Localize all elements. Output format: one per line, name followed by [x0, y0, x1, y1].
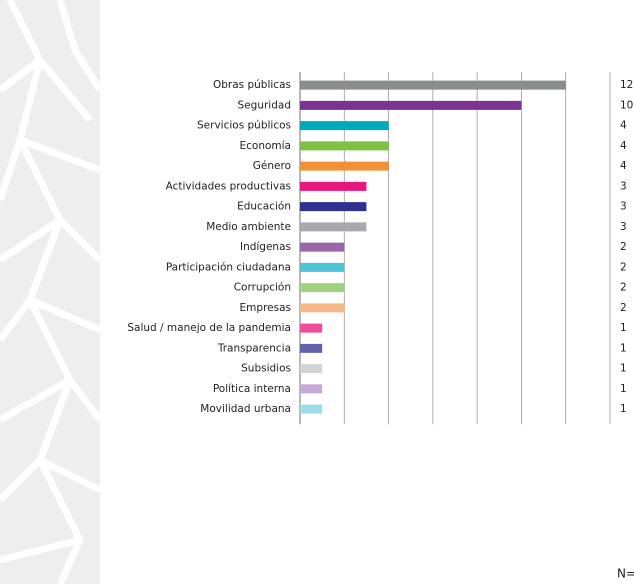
note: N=	[617, 567, 634, 581]
bar	[300, 222, 367, 232]
category-label: Participación ciudadana	[166, 261, 291, 273]
bar	[300, 384, 323, 394]
category-label: Economía	[240, 140, 292, 152]
value-label: 2	[620, 282, 627, 294]
category-label: Subsidios	[241, 363, 291, 375]
value-label: 12	[620, 79, 633, 91]
bar	[300, 141, 389, 151]
value-label: 4	[620, 160, 627, 172]
value-label: 2	[620, 261, 627, 273]
value-label: 3	[620, 180, 627, 192]
category-label: Política interna	[213, 383, 291, 395]
category-label: Género	[253, 160, 291, 172]
category-label: Transparencia	[217, 342, 291, 354]
value-label: 1	[620, 383, 627, 395]
bar	[300, 404, 323, 414]
category-label: Educación	[237, 201, 291, 213]
category-label: Actividades productivas	[166, 180, 291, 192]
bar	[300, 161, 389, 171]
value-label: 4	[620, 140, 627, 152]
category-label: Corrupción	[234, 282, 291, 294]
category-label: Seguridad	[238, 99, 291, 111]
bar	[300, 181, 367, 191]
value-label: 3	[620, 221, 627, 233]
category-label: Medio ambiente	[206, 221, 291, 233]
decorative-pattern	[0, 0, 103, 584]
category-label: Obras públicas	[213, 79, 291, 91]
value-label: 2	[620, 302, 627, 314]
bar	[300, 343, 323, 353]
bar	[300, 242, 345, 252]
category-label: Empresas	[240, 302, 291, 314]
value-label: 1	[620, 403, 627, 415]
bar	[300, 323, 323, 333]
category-label: Movilidad urbana	[200, 403, 291, 415]
category-label: Salud / manejo de la pandemia	[127, 322, 291, 334]
bar	[300, 100, 522, 110]
value-label: 1	[620, 363, 627, 375]
category-label: Indígenas	[240, 241, 291, 253]
value-label: 2	[620, 241, 627, 253]
value-label: 10	[620, 99, 633, 111]
value-label: 3	[620, 201, 627, 213]
value-label: 4	[620, 120, 627, 132]
category-label: Servicios públicos	[197, 120, 291, 132]
value-label: 1	[620, 322, 627, 334]
value-label: 1	[620, 342, 627, 354]
bar	[300, 303, 345, 313]
bar	[300, 80, 566, 90]
bar	[300, 364, 323, 374]
bar	[300, 283, 345, 293]
bar	[300, 262, 345, 272]
bar	[300, 202, 367, 212]
bar	[300, 121, 389, 131]
